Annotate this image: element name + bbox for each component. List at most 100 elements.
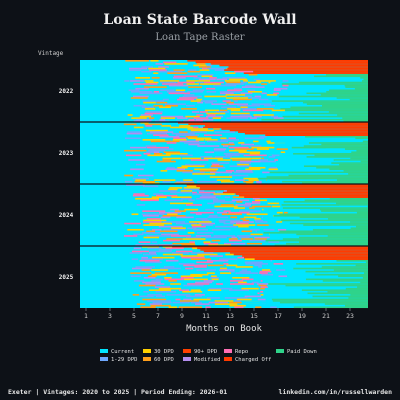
state-segment	[135, 266, 155, 268]
state-segment	[207, 67, 226, 70]
paid-down-segment	[320, 94, 368, 96]
paid-down-segment	[362, 277, 368, 279]
state-segment	[131, 258, 139, 260]
state-segment	[328, 272, 364, 274]
state-segment	[147, 294, 162, 296]
state-segment	[196, 269, 216, 271]
state-segment	[196, 98, 203, 101]
paid-down-segment	[306, 92, 368, 95]
state-segment	[197, 81, 204, 84]
paid-down-segment	[345, 86, 368, 88]
state-segment	[143, 153, 151, 155]
state-segment	[124, 180, 133, 183]
state-segment	[185, 236, 201, 239]
vintage-label-2023: 2023	[59, 150, 74, 157]
state-segment	[203, 241, 211, 243]
paid-down-segment	[291, 146, 368, 149]
charged-off-segment	[196, 185, 368, 188]
state-segment	[179, 300, 200, 302]
state-segment	[210, 277, 219, 279]
paid-down-segment	[290, 106, 368, 109]
state-segment	[239, 114, 251, 116]
state-segment	[151, 77, 160, 79]
state-segment	[233, 207, 245, 209]
legend-label: Charged Off	[235, 357, 271, 363]
state-segment	[293, 303, 325, 305]
state-segment	[143, 86, 167, 88]
charged-off-segment	[243, 72, 368, 74]
state-segment	[201, 67, 208, 70]
state-segment	[259, 222, 290, 225]
paid-down-segment	[314, 75, 368, 78]
state-segment	[233, 171, 243, 174]
state-segment	[130, 168, 144, 171]
state-segment	[214, 156, 232, 158]
state-segment	[187, 232, 195, 234]
state-segment	[212, 199, 226, 202]
state-segment	[245, 202, 261, 205]
legend: Current 1-29 DPD 30 DPD 60 DPD 90+ DPD Modifi…	[100, 349, 317, 363]
state-segment	[187, 128, 208, 130]
state-segment	[241, 143, 255, 146]
state-segment	[212, 163, 220, 166]
state-segment	[264, 104, 276, 107]
state-segment	[124, 80, 130, 82]
state-segment	[195, 118, 214, 121]
paid-down-segment	[268, 283, 368, 285]
state-segment	[167, 213, 178, 216]
paid-down-segment	[363, 78, 368, 81]
state-segment	[204, 95, 227, 98]
state-segment	[131, 250, 149, 253]
state-segment	[238, 236, 250, 239]
state-segment	[217, 159, 231, 161]
state-segment	[183, 120, 203, 123]
state-segment	[205, 236, 227, 239]
x-tick-label: 17	[274, 312, 282, 320]
paid-down-segment	[303, 145, 368, 147]
paid-down-segment	[269, 171, 368, 174]
state-segment	[270, 306, 277, 309]
state-segment	[196, 114, 204, 116]
state-segment	[162, 159, 172, 161]
state-segment	[224, 242, 246, 245]
state-segment	[133, 280, 145, 282]
state-segment	[220, 204, 234, 206]
paid-down-segment	[299, 241, 368, 243]
state-segment	[206, 297, 220, 299]
state-segment	[270, 115, 279, 118]
state-segment	[178, 263, 195, 265]
paid-down-segment	[336, 179, 368, 181]
charged-off-segment	[222, 191, 368, 194]
state-segment	[173, 75, 198, 78]
state-segment	[219, 221, 226, 223]
state-segment	[129, 69, 142, 71]
state-segment	[143, 277, 156, 279]
state-segment	[172, 139, 187, 141]
state-segment	[190, 211, 214, 214]
state-segment	[176, 170, 193, 172]
state-segment	[298, 266, 322, 268]
paid-down-segment	[357, 286, 368, 288]
paid-down-segment	[282, 207, 368, 209]
charged-off-segment	[226, 190, 368, 192]
state-segment	[224, 297, 248, 299]
state-segment	[135, 197, 160, 200]
state-segment	[246, 89, 256, 92]
x-tick-label: 13	[226, 312, 234, 320]
state-segment	[229, 301, 242, 304]
state-segment	[219, 269, 235, 271]
paid-down-segment	[293, 306, 368, 309]
state-segment	[135, 244, 158, 247]
paid-down-segment	[285, 284, 368, 287]
paid-down-segment	[363, 272, 368, 274]
charged-off-segment	[244, 132, 368, 135]
state-segment	[135, 87, 149, 90]
state-segment	[133, 120, 152, 123]
state-segment	[193, 64, 207, 67]
state-segment	[196, 197, 219, 200]
state-segment	[266, 94, 278, 96]
charged-off-segment	[203, 126, 368, 129]
paid-down-segment	[314, 154, 368, 157]
state-segment	[282, 80, 289, 82]
state-segment	[173, 137, 187, 140]
